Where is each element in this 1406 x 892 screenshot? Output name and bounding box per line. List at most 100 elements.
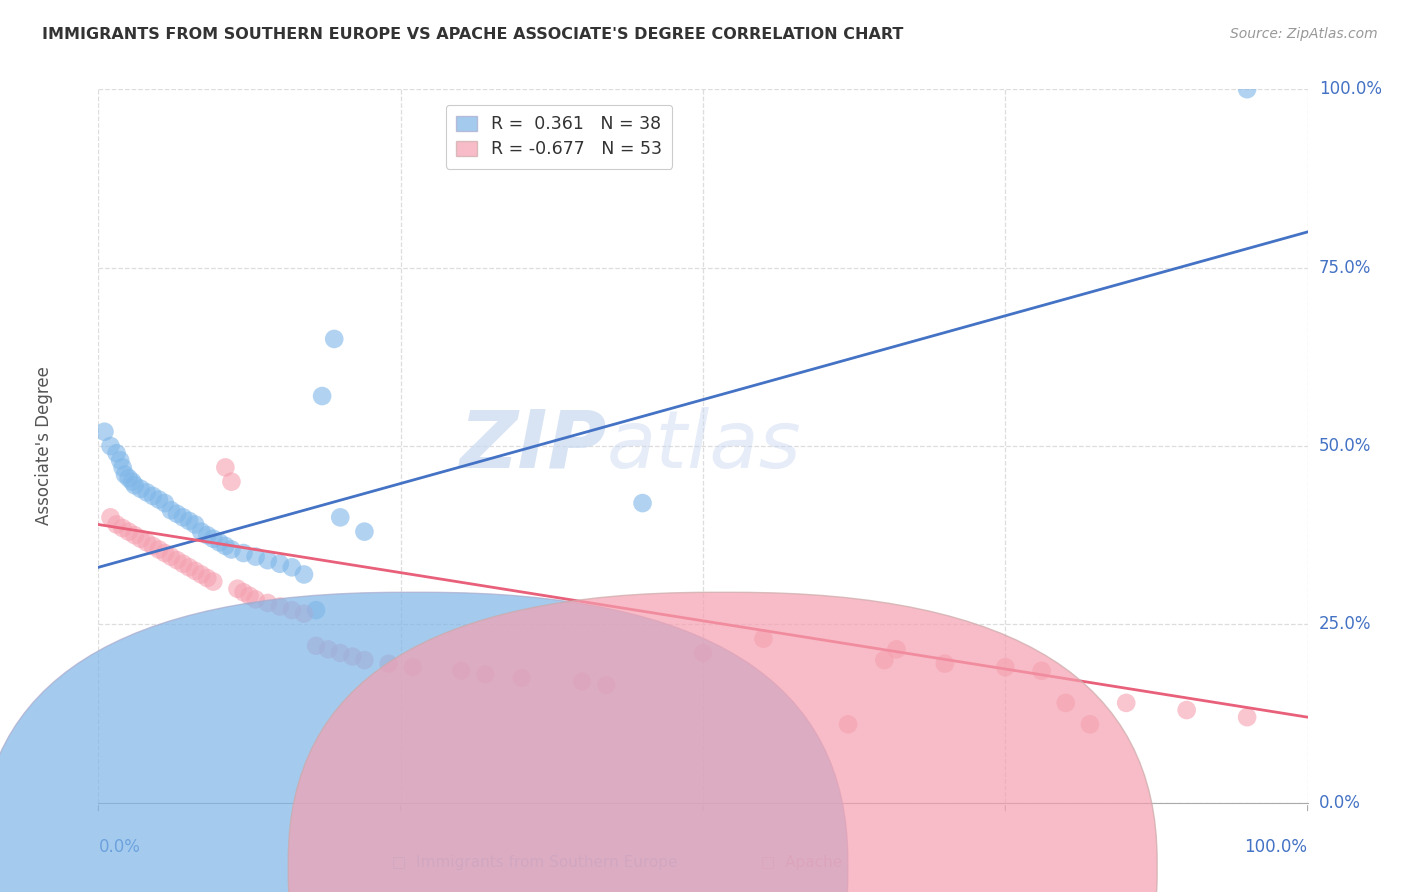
Text: □  Immigrants from Southern Europe: □ Immigrants from Southern Europe: [391, 855, 678, 870]
Point: [105, 446, 128, 460]
Point: [135, 535, 157, 549]
Point: [1236, 710, 1258, 724]
Point: [114, 467, 136, 482]
Point: [118, 524, 141, 539]
Point: [100, 439, 122, 453]
Point: [837, 717, 859, 731]
Text: 50.0%: 50.0%: [1319, 437, 1371, 455]
Point: [1236, 82, 1258, 96]
Point: [172, 557, 194, 571]
Point: [166, 553, 188, 567]
Point: [353, 653, 375, 667]
Point: [329, 510, 352, 524]
Point: [135, 485, 157, 500]
Point: [160, 503, 183, 517]
Point: [111, 460, 134, 475]
Point: [166, 507, 188, 521]
Point: [316, 642, 339, 657]
Point: [323, 332, 346, 346]
Point: [118, 471, 141, 485]
Point: [631, 496, 654, 510]
Point: [571, 674, 593, 689]
Point: [232, 546, 254, 560]
Point: [1078, 717, 1101, 731]
Point: [886, 642, 908, 657]
Point: [934, 657, 956, 671]
Point: [994, 660, 1017, 674]
Point: [124, 478, 146, 492]
Point: [402, 660, 425, 674]
Point: [108, 453, 131, 467]
Point: [474, 667, 496, 681]
Point: [510, 671, 533, 685]
Text: 75.0%: 75.0%: [1319, 259, 1371, 277]
Point: [214, 460, 236, 475]
Legend: R =  0.361   N = 38, R = -0.677   N = 53: R = 0.361 N = 38, R = -0.677 N = 53: [446, 105, 672, 169]
Text: IMMIGRANTS FROM SOUTHERN EUROPE VS APACHE ASSOCIATE'S DEGREE CORRELATION CHART: IMMIGRANTS FROM SOUTHERN EUROPE VS APACH…: [42, 27, 904, 42]
Point: [1115, 696, 1137, 710]
Point: [329, 646, 352, 660]
Point: [129, 532, 152, 546]
Point: [342, 649, 364, 664]
Point: [256, 596, 278, 610]
Point: [1031, 664, 1053, 678]
Point: [148, 492, 170, 507]
Text: 25.0%: 25.0%: [1319, 615, 1371, 633]
Point: [184, 564, 207, 578]
Point: [179, 514, 201, 528]
Point: [142, 489, 165, 503]
Point: [377, 657, 399, 671]
Point: [311, 389, 333, 403]
Point: [142, 539, 165, 553]
Point: [245, 592, 267, 607]
Point: [305, 603, 328, 617]
Point: [153, 546, 176, 560]
Point: [190, 524, 212, 539]
Point: [305, 639, 328, 653]
Text: 0.0%: 0.0%: [1319, 794, 1361, 812]
Point: [202, 574, 225, 589]
Text: Source: ZipAtlas.com: Source: ZipAtlas.com: [1230, 27, 1378, 41]
Text: 0.0%: 0.0%: [98, 838, 141, 856]
Point: [269, 557, 291, 571]
Point: [292, 567, 315, 582]
Point: [179, 560, 201, 574]
Point: [595, 678, 617, 692]
Point: [124, 528, 146, 542]
Point: [208, 535, 231, 549]
Text: atlas: atlas: [606, 407, 801, 485]
Point: [121, 475, 143, 489]
Point: [184, 517, 207, 532]
Point: [148, 542, 170, 557]
Point: [160, 549, 183, 564]
Point: [202, 532, 225, 546]
Point: [214, 539, 236, 553]
Point: [111, 521, 134, 535]
Point: [256, 553, 278, 567]
Point: [269, 599, 291, 614]
Point: [195, 571, 218, 585]
Point: [232, 585, 254, 599]
Point: [172, 510, 194, 524]
Point: [93, 425, 115, 439]
Point: [692, 646, 714, 660]
Point: [292, 607, 315, 621]
Point: [245, 549, 267, 564]
Point: [1054, 696, 1077, 710]
Text: 100.0%: 100.0%: [1244, 838, 1308, 856]
Point: [129, 482, 152, 496]
Text: 100.0%: 100.0%: [1319, 80, 1382, 98]
Point: [281, 560, 304, 574]
Point: [153, 496, 176, 510]
Point: [281, 603, 304, 617]
Point: [450, 664, 472, 678]
Point: [195, 528, 218, 542]
Text: Associate's Degree: Associate's Degree: [35, 367, 53, 525]
Text: □  Apache: □ Apache: [761, 855, 842, 870]
Point: [239, 589, 262, 603]
Point: [226, 582, 249, 596]
Text: ZIP: ZIP: [458, 407, 606, 485]
Point: [353, 524, 375, 539]
Point: [221, 475, 243, 489]
Point: [873, 653, 896, 667]
